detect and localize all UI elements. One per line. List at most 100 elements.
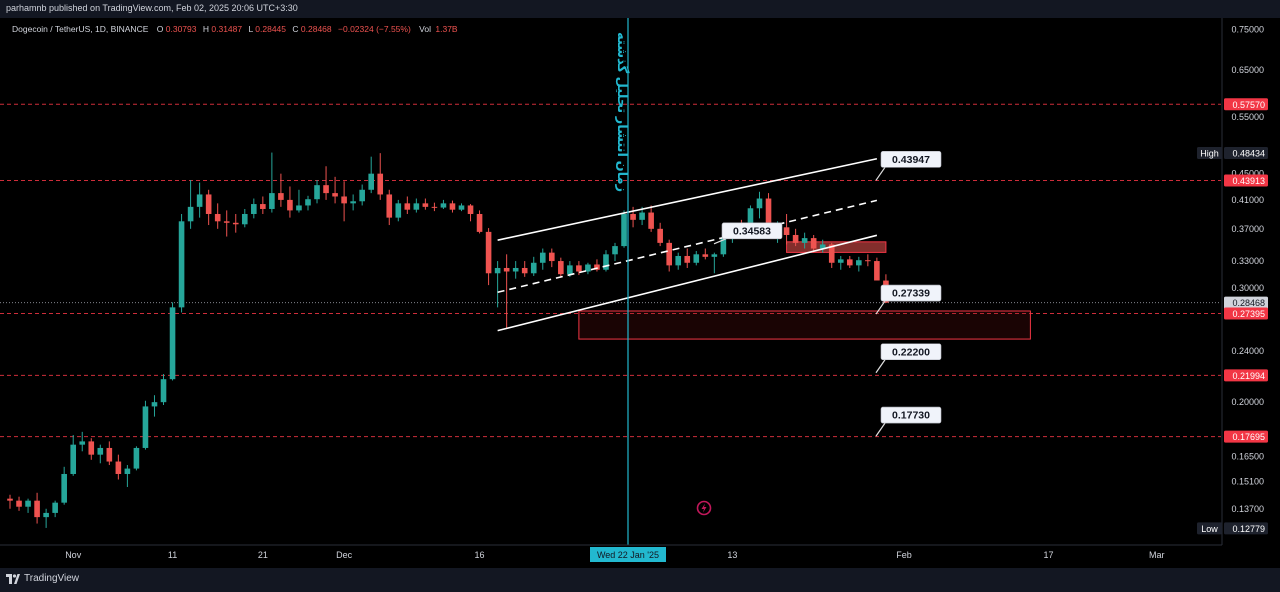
candle-down[interactable] (485, 231, 492, 274)
candle-up[interactable] (160, 379, 167, 403)
candle-up[interactable] (747, 208, 754, 233)
tradingview-logo[interactable]: TradingView (6, 573, 79, 584)
candle-up[interactable] (52, 502, 58, 513)
candle-up[interactable] (368, 173, 374, 190)
candle-up[interactable] (585, 264, 591, 272)
callout-label[interactable]: 0.17730 (892, 410, 930, 422)
candle-down[interactable] (865, 260, 871, 262)
candle-up[interactable] (621, 213, 627, 247)
candle-down[interactable] (666, 242, 672, 266)
price-tag[interactable] (1224, 307, 1268, 320)
callout-label[interactable]: 0.22200 (892, 346, 930, 358)
callout-box[interactable] (880, 406, 942, 424)
candle-down[interactable] (232, 222, 239, 225)
candle-up[interactable] (25, 500, 31, 507)
callout-box[interactable] (880, 343, 942, 361)
price-tag[interactable] (1224, 174, 1268, 187)
channel-upper-line[interactable] (497, 157, 878, 241)
candle-up[interactable] (837, 259, 844, 263)
candle-up[interactable] (819, 244, 826, 249)
candle-down[interactable] (874, 261, 880, 281)
candle-up[interactable] (296, 205, 302, 211)
supply-zone[interactable] (786, 241, 887, 253)
candle-up[interactable] (269, 193, 275, 209)
candle-down[interactable] (702, 254, 709, 257)
candle-down[interactable] (503, 267, 510, 272)
candle-up[interactable] (567, 265, 573, 275)
candle-down[interactable] (34, 500, 40, 518)
candle-up[interactable] (612, 246, 618, 255)
candle-up[interactable] (350, 201, 356, 204)
candle-up[interactable] (196, 194, 203, 207)
candle-up[interactable] (142, 406, 149, 448)
candle-up[interactable] (359, 189, 365, 202)
candle-down[interactable] (783, 227, 790, 235)
candle-down[interactable] (467, 205, 474, 214)
candle-down[interactable] (630, 213, 636, 220)
candle-up[interactable] (314, 185, 320, 200)
channel-middle-line[interactable] (497, 199, 878, 294)
candle-down[interactable] (341, 196, 347, 204)
candle-up[interactable] (305, 199, 311, 206)
candle-up[interactable] (413, 203, 420, 210)
channel-lower-line[interactable] (497, 234, 878, 332)
candle-up[interactable] (124, 468, 131, 474)
candle-up[interactable] (693, 254, 700, 263)
candle-down[interactable] (657, 228, 663, 243)
demand-zone[interactable] (578, 310, 1031, 340)
callout-box[interactable] (721, 222, 783, 240)
candle-up[interactable] (530, 262, 537, 274)
candle-down[interactable] (558, 261, 564, 275)
candle-up[interactable] (720, 238, 727, 255)
candle-up[interactable] (70, 444, 77, 474)
candle-up[interactable] (801, 238, 808, 243)
candle-up[interactable] (241, 213, 248, 225)
candle-up[interactable] (178, 221, 185, 308)
candle-up[interactable] (639, 212, 645, 220)
candle-down[interactable] (323, 185, 329, 194)
candle-up[interactable] (79, 441, 86, 445)
candle-down[interactable] (205, 194, 212, 214)
candle-down[interactable] (792, 234, 799, 243)
candle-down[interactable] (386, 194, 393, 218)
candle-down[interactable] (422, 203, 429, 207)
price-tag[interactable] (1224, 146, 1268, 159)
chart-area[interactable]: 0.43947 0.34583 0.27339 0.22200 0.17730 0.75… (0, 18, 1280, 568)
candle-down[interactable] (278, 193, 284, 200)
callout-box[interactable] (880, 151, 942, 168)
candle-up[interactable] (61, 473, 67, 503)
candle-down[interactable] (404, 203, 411, 210)
candle-up[interactable] (187, 206, 194, 222)
candle-up[interactable] (603, 254, 609, 270)
candle-up[interactable] (97, 447, 104, 455)
price-tag[interactable] (1224, 430, 1268, 443)
candle-up[interactable] (395, 203, 402, 218)
candle-down[interactable] (377, 173, 384, 195)
candle-down[interactable] (476, 213, 483, 232)
callout-label[interactable]: 0.34583 (733, 225, 771, 237)
candle-down[interactable] (810, 238, 817, 249)
candle-up[interactable] (169, 307, 176, 380)
candle-down[interactable] (260, 204, 266, 209)
price-tag[interactable] (1224, 522, 1268, 535)
candle-up[interactable] (43, 512, 49, 518)
callout-label[interactable]: 0.43947 (892, 154, 930, 166)
candle-down[interactable] (287, 199, 293, 211)
candle-down[interactable] (449, 203, 456, 210)
candle-down[interactable] (106, 447, 113, 462)
candle-up[interactable] (494, 267, 501, 274)
candle-up[interactable] (756, 198, 763, 209)
candle-down[interactable] (684, 255, 691, 263)
candle-down[interactable] (828, 244, 835, 263)
candle-up[interactable] (133, 447, 140, 469)
candle-down[interactable] (648, 212, 654, 229)
candle-down[interactable] (549, 252, 555, 262)
callout-label[interactable]: 0.27339 (892, 288, 930, 300)
candle-up[interactable] (512, 267, 519, 272)
price-chart[interactable]: 0.43947 0.34583 0.27339 0.22200 0.17730 0.75… (0, 18, 1280, 568)
candle-down[interactable] (846, 259, 853, 266)
candle-up[interactable] (856, 260, 862, 266)
lightning-icon[interactable] (696, 500, 712, 516)
candle-down[interactable] (88, 441, 95, 455)
candle-up[interactable] (539, 252, 546, 263)
